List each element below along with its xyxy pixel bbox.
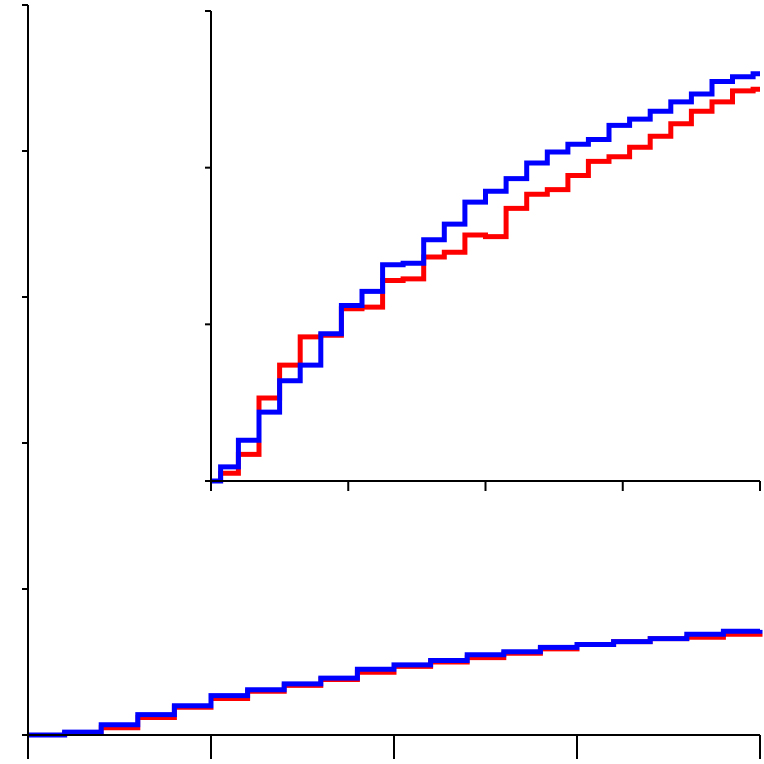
main-series-2-line bbox=[28, 628, 763, 738]
inset-background bbox=[211, 7, 764, 483]
inset-series-1-line bbox=[211, 86, 760, 484]
main-chart bbox=[22, 4, 763, 759]
inset-chart bbox=[205, 7, 764, 491]
inset-series-2-line bbox=[211, 71, 760, 484]
